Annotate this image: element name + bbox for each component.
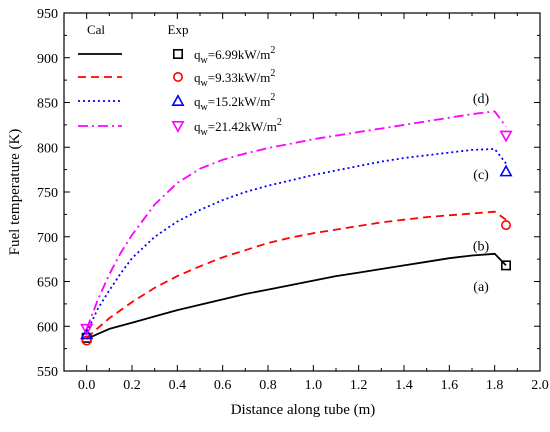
plot-area: (a) (b) (c) (d) — [80, 92, 513, 346]
axes: 0.0 0.2 0.4 0.6 0.8 1.0 1.2 1.4 1.6 1.8 2.0 550 600 6… — [37, 7, 549, 393]
x-tick-label: 0.4 — [169, 378, 187, 393]
legend-entry: qw=15.2kW/m2 — [78, 92, 275, 113]
exp-point — [499, 164, 513, 177]
series-3: (c) — [80, 148, 513, 340]
curve-label: (d) — [473, 92, 490, 107]
legend-marker — [173, 72, 184, 83]
legend-marker — [171, 94, 185, 106]
exp-point — [81, 335, 92, 346]
exp-point — [500, 220, 511, 231]
x-tick-label: 0.0 — [78, 378, 96, 393]
y-tick-label: 550 — [37, 365, 58, 380]
x-tick-label: 2.0 — [531, 378, 549, 393]
legend-label: qw=21.42kW/m2 — [194, 117, 282, 138]
x-tick-label: 0.2 — [123, 378, 141, 393]
series-line — [85, 148, 507, 333]
y-axis-title: Fuel temperature (K) — [7, 129, 23, 256]
exp-point — [80, 327, 94, 340]
y-tick-label: 950 — [37, 7, 58, 22]
exp-point — [500, 260, 511, 271]
y-tick-label: 800 — [37, 141, 58, 156]
exp-point — [80, 323, 94, 336]
curve-label: (c) — [473, 168, 489, 183]
x-tick-label: 0.8 — [259, 378, 277, 393]
legend-entry: qw=21.42kW/m2 — [78, 117, 282, 138]
series-line — [85, 110, 507, 330]
exp-point — [499, 130, 513, 143]
x-tick-label: 0.6 — [214, 378, 232, 393]
y-tick-label: 650 — [37, 276, 58, 291]
x-tick-label: 1.8 — [486, 378, 504, 393]
legend-header-cal: Cal — [87, 22, 105, 37]
y-tick-label: 750 — [37, 186, 58, 201]
y-tick-label: 850 — [37, 97, 58, 112]
curve-label: (b) — [473, 240, 490, 255]
x-tick-label: 1.0 — [305, 378, 323, 393]
series-line — [86, 252, 507, 340]
curve-label: (a) — [473, 280, 489, 295]
legend-label: qw=6.99kW/m2 — [194, 45, 275, 66]
x-tick-label: 1.2 — [350, 378, 368, 393]
legend-label: qw=15.2kW/m2 — [194, 92, 275, 113]
x-tick-label: 1.4 — [395, 378, 413, 393]
x-axis-title: Distance along tube (m) — [231, 402, 376, 418]
y-tick-label: 900 — [37, 52, 58, 67]
series-1: (a) — [81, 252, 511, 343]
legend-entry: qw=6.99kW/m2 — [78, 45, 275, 66]
series-line — [86, 210, 507, 339]
legend-label: qw=9.33kW/m2 — [194, 68, 275, 89]
legend-header-exp: Exp — [168, 22, 189, 37]
legend-marker — [171, 121, 185, 133]
x-tick-label: 1.6 — [441, 378, 459, 393]
plot-frame — [63, 12, 541, 372]
series-2: (b) — [81, 210, 511, 346]
legend-marker — [173, 48, 184, 59]
y-tick-label: 600 — [37, 320, 58, 335]
legend-entry: qw=9.33kW/m2 — [78, 68, 275, 89]
series-4: (d) — [80, 92, 513, 336]
y-tick-label: 700 — [37, 231, 58, 246]
